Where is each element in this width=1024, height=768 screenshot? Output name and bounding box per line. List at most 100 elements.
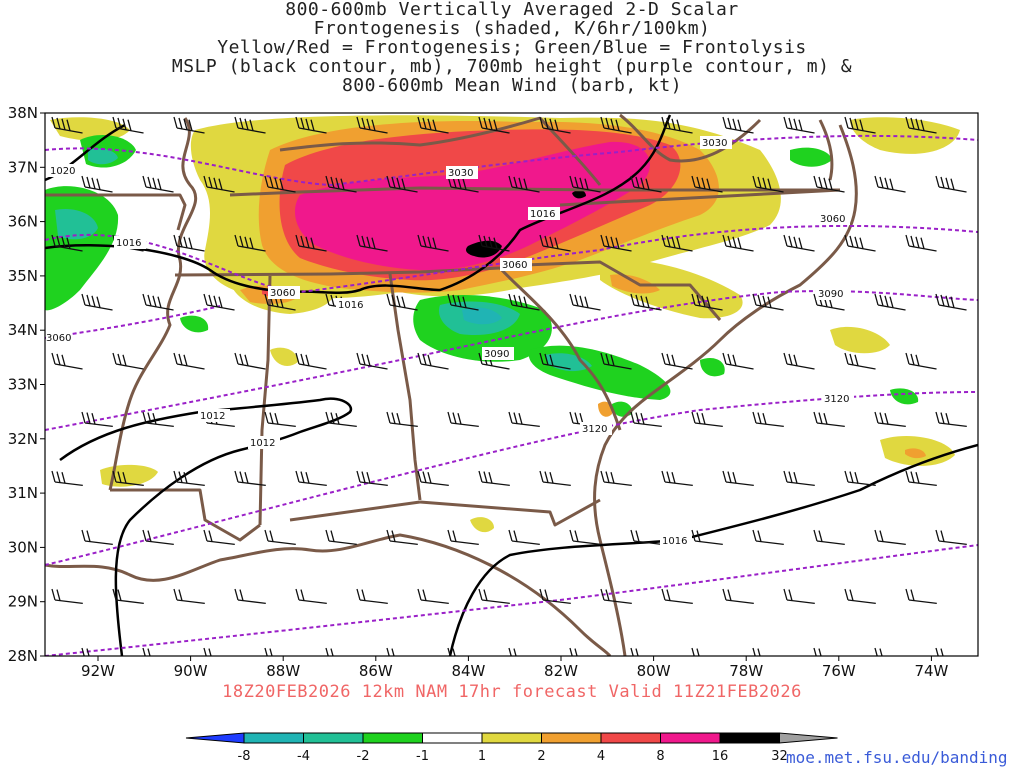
wind-barb bbox=[722, 352, 754, 370]
wind-barb bbox=[874, 411, 906, 427]
wind-barb bbox=[600, 234, 632, 252]
wind-barb bbox=[447, 529, 479, 545]
wind-barb bbox=[691, 647, 700, 656]
boundary-ga-fl bbox=[419, 498, 601, 527]
contour-label-group: 1020 1016 1016 1016 1012 1012 1016 3030 … bbox=[46, 136, 854, 547]
wind-barb bbox=[51, 588, 83, 604]
wind-barb bbox=[356, 588, 388, 604]
colorbar-swatch bbox=[243, 732, 304, 744]
wind-barb bbox=[478, 116, 510, 134]
lat-tick-label: 33N bbox=[8, 376, 38, 394]
wind-barb bbox=[722, 234, 754, 252]
frontogenesis-magenta-region bbox=[295, 141, 650, 271]
wind-barb bbox=[203, 175, 235, 193]
colorbar-swatch bbox=[719, 732, 780, 744]
lon-tick-label: 74W bbox=[914, 662, 948, 680]
coastline-atlantic bbox=[593, 124, 858, 656]
boundary-ohio-river bbox=[279, 116, 541, 152]
frontogenesis-orange-coast bbox=[905, 448, 926, 459]
height-label: 3060 bbox=[46, 333, 71, 344]
colorbar-label: 16 bbox=[712, 749, 729, 764]
wind-barb bbox=[539, 588, 571, 604]
lat-tick-label: 32N bbox=[8, 430, 38, 448]
colorbar-label: -4 bbox=[297, 749, 310, 764]
wind-barb bbox=[600, 588, 632, 604]
wind-barb bbox=[661, 234, 693, 252]
wind-barb bbox=[539, 352, 571, 370]
wind-barb bbox=[173, 234, 205, 252]
height-label: 3120 bbox=[582, 424, 607, 435]
boundary-mississippi-river bbox=[108, 117, 198, 491]
wind-barb bbox=[905, 352, 937, 370]
forecast-valid-line: 18Z20FEB2026 12km NAM 17hr forecast Vali… bbox=[222, 682, 802, 702]
lon-tick-label: 88W bbox=[266, 662, 300, 680]
mslp-label: 1016 bbox=[662, 536, 687, 547]
height-label: 3060 bbox=[502, 260, 527, 271]
wind-barb bbox=[51, 352, 83, 370]
wind-barb bbox=[844, 352, 876, 370]
wind-barb bbox=[813, 529, 845, 545]
colorbar-swatch bbox=[303, 732, 364, 744]
wind-barb bbox=[935, 647, 944, 656]
wind-barb bbox=[325, 529, 357, 545]
wind-barb bbox=[630, 647, 639, 656]
wind-barb bbox=[356, 234, 388, 252]
frontolysis-green-al bbox=[180, 315, 209, 333]
wind-barb bbox=[203, 529, 235, 545]
colorbar-swatch bbox=[600, 732, 661, 744]
wind-barb bbox=[783, 234, 815, 252]
wind-barb bbox=[264, 175, 296, 193]
wind-barb bbox=[264, 529, 296, 545]
boundary-ky-wv bbox=[538, 116, 602, 186]
height-contour-3030 bbox=[45, 134, 978, 187]
wind-barb bbox=[142, 647, 151, 656]
wind-barb bbox=[661, 116, 693, 134]
wind-barb bbox=[661, 352, 693, 370]
wind-barb bbox=[234, 352, 266, 370]
lon-tick-label: 92W bbox=[81, 662, 115, 680]
wind-barb bbox=[783, 588, 815, 604]
wind-barb bbox=[356, 116, 388, 134]
lat-tick-label: 28N bbox=[8, 647, 38, 665]
wind-barb bbox=[569, 293, 601, 311]
mslp-label: 1020 bbox=[50, 166, 75, 177]
wind-barb bbox=[142, 411, 174, 427]
wind-barb bbox=[356, 470, 388, 486]
wind-barb bbox=[142, 175, 174, 193]
wind-barb bbox=[905, 470, 937, 486]
wind-barb bbox=[844, 116, 876, 134]
wind-barb bbox=[81, 293, 113, 311]
wind-barb bbox=[783, 116, 815, 134]
wind-barb bbox=[630, 175, 662, 193]
frontogenesis-yellow-sw bbox=[270, 347, 298, 366]
mslp-label: 1016 bbox=[530, 209, 555, 220]
wind-barb bbox=[844, 470, 876, 486]
colorbar-label: 8 bbox=[656, 749, 664, 764]
wind-barb bbox=[508, 293, 540, 311]
wind-barb bbox=[325, 175, 357, 193]
wind-barb bbox=[691, 529, 723, 545]
lat-tick-label: 36N bbox=[8, 213, 38, 231]
wind-barb bbox=[874, 529, 906, 545]
credit-url[interactable]: moe.met.fsu.edu/banding bbox=[786, 748, 1008, 767]
wind-barb bbox=[264, 647, 273, 656]
frontolysis-teal-nw bbox=[88, 148, 118, 165]
wind-barb bbox=[478, 234, 510, 252]
lon-tick-label: 78W bbox=[729, 662, 763, 680]
wind-barb bbox=[630, 293, 662, 311]
lon-tick-label: 80W bbox=[637, 662, 671, 680]
colorbar-arrow-high bbox=[779, 732, 838, 744]
colorbar-swatch bbox=[660, 732, 721, 744]
wind-barb bbox=[691, 411, 723, 427]
lon-tick-label: 84W bbox=[451, 662, 485, 680]
wind-barb bbox=[600, 116, 632, 134]
colorbar-label: 4 bbox=[597, 749, 605, 764]
wind-barb bbox=[295, 352, 327, 370]
coastline-gulf bbox=[45, 533, 612, 656]
wind-barb bbox=[447, 647, 456, 656]
lat-tick-label: 34N bbox=[8, 321, 38, 339]
mslp-label: 1016 bbox=[338, 300, 363, 311]
wind-barb bbox=[600, 470, 632, 486]
frontogenesis-yellow-ne bbox=[850, 117, 960, 154]
